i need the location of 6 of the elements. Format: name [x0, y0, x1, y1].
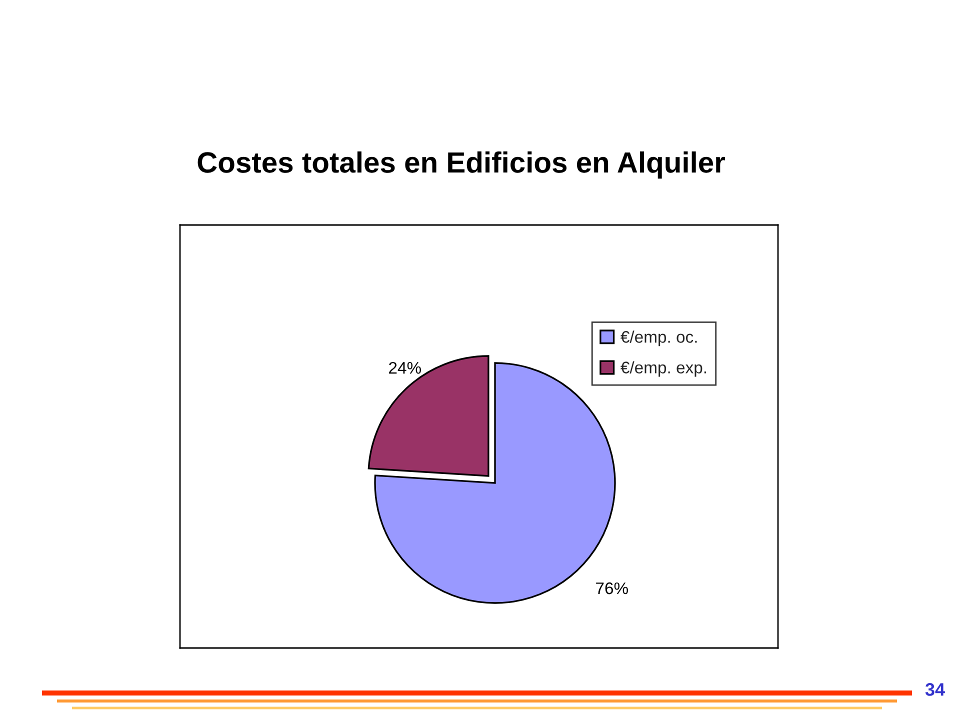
legend-label: €/emp. oc.: [620, 330, 697, 346]
data-label: 24%: [389, 362, 421, 374]
data-label: 76%: [596, 582, 628, 594]
legend-label: €/emp. exp.: [620, 361, 706, 377]
chart-title: Costes totales en Edificios en Alquiler: [198, 151, 726, 179]
text: 34: [925, 683, 945, 696]
